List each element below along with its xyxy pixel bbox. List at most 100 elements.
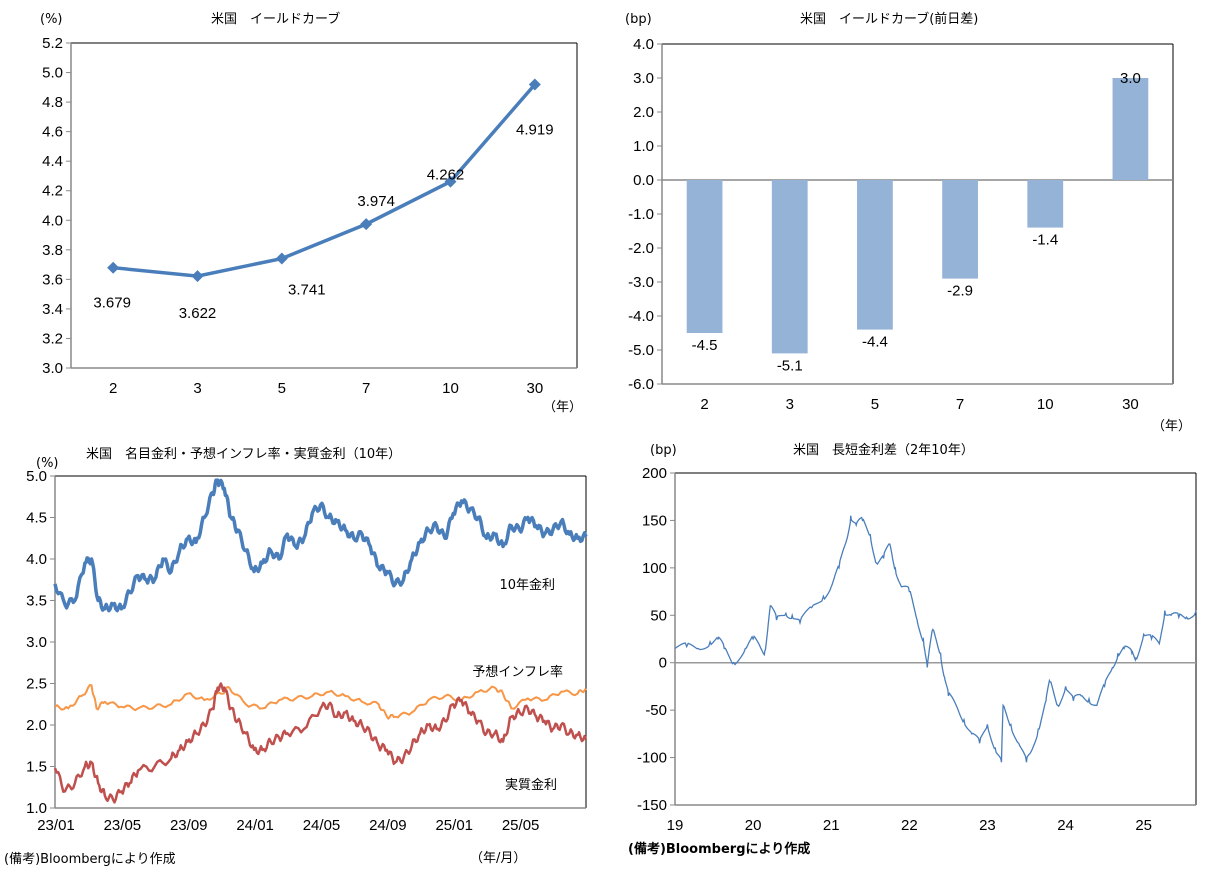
x-tick-label: 22 — [901, 817, 918, 834]
y-axis-unit: (bp) — [625, 12, 652, 27]
x-tick-label: 23/01 — [37, 817, 75, 834]
data-point-marker — [191, 270, 204, 283]
x-tick-label: 24/05 — [303, 817, 341, 834]
data-label: -1.4 — [1032, 232, 1058, 249]
y-tick-label: 50 — [650, 607, 667, 624]
x-axis-unit: （年） — [543, 400, 582, 415]
y-tick-label: 3.0 — [26, 634, 47, 651]
x-tick-label: 5 — [278, 380, 286, 397]
x-tick-label: 3 — [193, 380, 201, 397]
data-point-marker — [360, 218, 373, 231]
y-axis-unit: (bp) — [650, 443, 677, 458]
data-point-marker — [275, 252, 288, 265]
x-tick-label: 24/09 — [369, 817, 407, 834]
x-tick-label: 20 — [745, 817, 762, 834]
y-tick-label: -150 — [637, 797, 667, 814]
y-tick-label: 5.0 — [26, 468, 47, 485]
x-axis-unit: （年/月） — [470, 851, 526, 866]
data-label: 3.974 — [357, 193, 395, 210]
x-tick-label: 2 — [700, 396, 708, 413]
data-label: 3.0 — [1120, 70, 1141, 87]
data-label: -4.5 — [692, 337, 718, 354]
x-tick-label: 23 — [979, 817, 996, 834]
y-tick-label: 3.8 — [42, 242, 63, 259]
y-tick-label: 5.2 — [42, 35, 63, 52]
data-label: -2.9 — [947, 283, 973, 300]
bar — [686, 180, 723, 333]
x-tick-label: 25/01 — [435, 817, 473, 834]
y-tick-label: 4.0 — [633, 36, 654, 53]
x-tick-label: 25 — [1135, 817, 1152, 834]
y-tick-label: 1.0 — [633, 138, 654, 155]
x-tick-label: 19 — [667, 817, 684, 834]
data-label: -4.4 — [862, 334, 888, 351]
y-tick-label: 5.0 — [42, 65, 63, 82]
y-tick-label: -5.0 — [628, 342, 654, 359]
y-tick-label: 3.6 — [42, 271, 63, 288]
y-tick-label: 2.0 — [26, 717, 47, 734]
y-axis-unit: (%) — [36, 456, 59, 471]
y-tick-label: -3.0 — [628, 274, 654, 291]
y-tick-label: 100 — [642, 560, 667, 577]
y-tick-label: 1.5 — [26, 759, 47, 776]
data-point-marker — [444, 175, 457, 188]
y-tick-label: 0 — [659, 655, 667, 672]
series-line-0 — [53, 478, 588, 613]
x-tick-label: 30 — [526, 380, 543, 397]
data-label: 3.622 — [179, 305, 217, 322]
x-tick-label: 23/05 — [104, 817, 142, 834]
x-tick-label: 24 — [1057, 817, 1074, 834]
chart-title: 米国 長短金利差（2年10年） — [793, 442, 974, 458]
series-line-2 — [53, 682, 588, 804]
y-tick-label: 3.2 — [42, 330, 63, 347]
y-tick-label: 4.2 — [42, 183, 63, 200]
spread-chart: 米国 長短金利差（2年10年） (bp) -150 -100 -50 0 50 100 15… — [637, 442, 1197, 834]
x-axis-unit: （年） — [1152, 419, 1191, 434]
series-label-10y: 10年金利 — [499, 577, 555, 593]
series-label-inflation: 予想インフレ率 — [472, 664, 563, 680]
series-line-1 — [54, 684, 587, 720]
x-tick-label: 24/01 — [236, 817, 274, 834]
bar — [857, 180, 893, 330]
y-tick-label: -2.0 — [628, 240, 654, 257]
y-tick-label: -4.0 — [628, 308, 654, 325]
y-tick-label: 4.0 — [42, 212, 63, 229]
source-note-right: (備考)Bloombergにより作成 — [628, 842, 811, 857]
rates-10y-chart: 米国 名目金利・予想インフレ率・実質金利（10年） (%) （年/月） 1.0 1… — [26, 446, 588, 866]
yield-change-chart: 米国 イールドカーブ(前日差) (bp) （年） -6.0 -5.0 -4.0 -3.… — [625, 11, 1191, 434]
y-tick-label: 4.0 — [26, 551, 47, 568]
x-tick-label: 3 — [786, 396, 794, 413]
y-tick-label: 0.0 — [633, 172, 654, 189]
bar — [942, 180, 978, 279]
y-tick-label: 200 — [642, 465, 667, 482]
series-line — [112, 83, 537, 278]
data-point-marker — [528, 78, 541, 91]
data-label: -5.1 — [777, 357, 803, 374]
bar — [1027, 180, 1064, 228]
y-tick-label: 2.0 — [633, 104, 654, 121]
y-tick-label: 3.0 — [42, 360, 63, 377]
x-tick-label: 5 — [871, 396, 879, 413]
y-axis-unit: (%) — [40, 12, 63, 27]
x-tick-label: 10 — [1037, 396, 1054, 413]
chart-title: 米国 イールドカーブ(前日差) — [800, 11, 978, 27]
source-note-left: (備考)Bloombergにより作成 — [4, 852, 176, 867]
bar — [1112, 78, 1149, 180]
series-label-real: 実質金利 — [505, 777, 557, 793]
x-tick-label: 23/09 — [170, 817, 208, 834]
y-tick-label: 150 — [642, 512, 667, 529]
x-tick-label: 7 — [956, 396, 964, 413]
chart-title: 米国 イールドカーブ — [211, 11, 340, 27]
data-label: 3.741 — [288, 282, 326, 299]
y-tick-label: -100 — [637, 750, 667, 767]
x-tick-label: 30 — [1122, 396, 1139, 413]
y-tick-label: 4.5 — [26, 510, 47, 527]
y-tick-label: 2.5 — [26, 676, 47, 693]
bar — [771, 180, 808, 354]
y-tick-label: 4.8 — [42, 94, 63, 111]
y-tick-label: -1.0 — [628, 206, 654, 223]
x-tick-label: 25/05 — [502, 817, 540, 834]
data-label: 3.679 — [93, 295, 131, 312]
y-tick-label: 3.0 — [633, 70, 654, 87]
